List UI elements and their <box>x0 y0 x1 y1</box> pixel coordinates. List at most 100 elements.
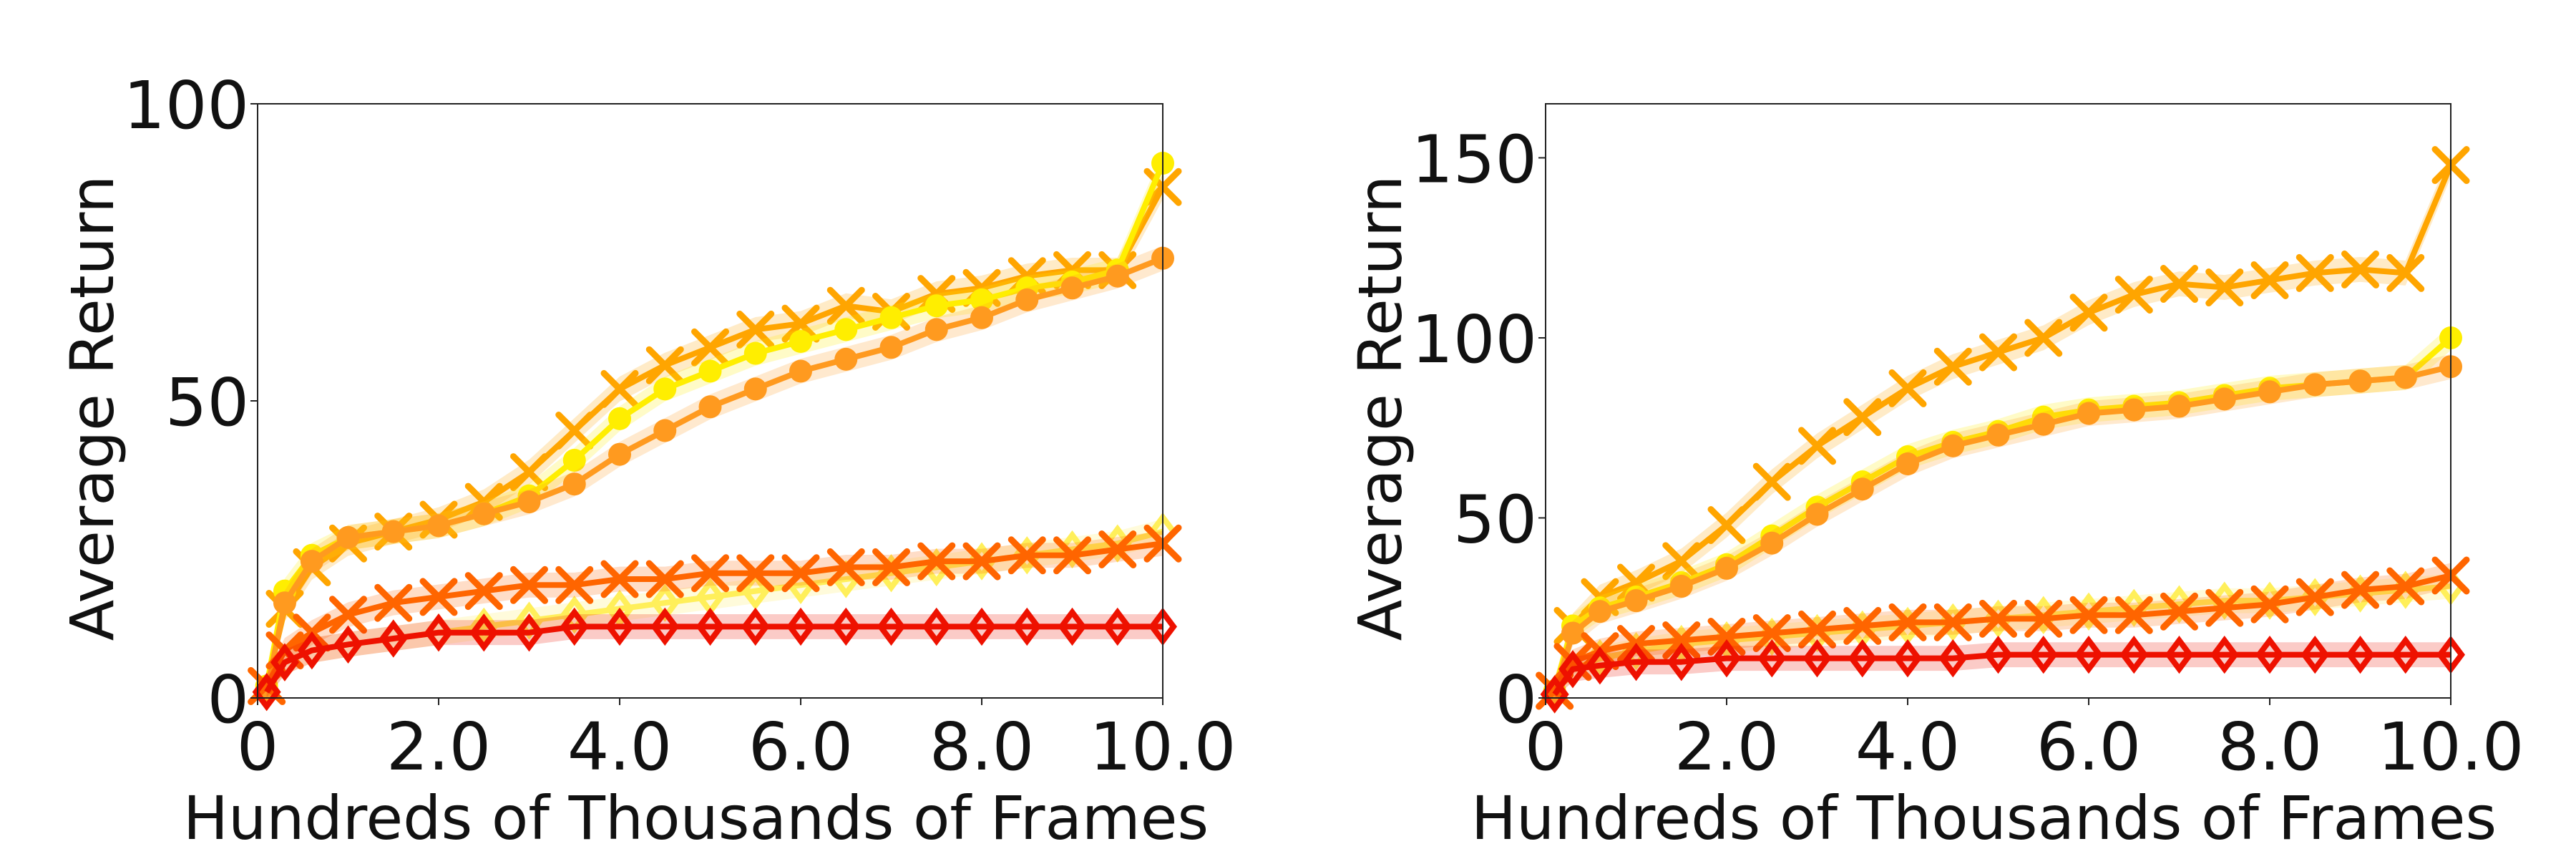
data-point <box>2122 398 2146 422</box>
data-point <box>464 572 503 611</box>
plot-frame <box>1545 103 2451 699</box>
data-point <box>608 407 631 430</box>
x-tick-label: 2.0 <box>1674 709 1779 785</box>
data-point <box>1008 536 1046 575</box>
x-tick-label: 0 <box>1525 709 1567 785</box>
data-point <box>1715 556 1738 580</box>
series-line <box>264 540 1163 688</box>
data-point <box>789 359 812 383</box>
ticks-layer: 0 2.0 4.0 6.0 8.0 10.0 0 50 100 150 <box>1411 121 2524 785</box>
data-point <box>510 453 548 492</box>
data-point <box>1893 639 1922 678</box>
data-point <box>252 673 281 712</box>
data-point <box>1979 333 2017 372</box>
series-5 <box>1540 635 2465 714</box>
data-point <box>781 304 820 343</box>
data-point <box>1848 639 1877 678</box>
data-point <box>1888 603 1927 641</box>
data-point <box>2346 635 2375 674</box>
data-point <box>650 607 680 646</box>
data-point <box>962 542 1001 581</box>
data-point <box>605 589 634 629</box>
data-point <box>273 591 296 615</box>
data-point <box>1015 288 1039 311</box>
data-point <box>1798 610 1836 649</box>
data-point <box>786 607 815 646</box>
data-point <box>1984 635 2013 674</box>
x-tick-label: 8.0 <box>930 709 1034 785</box>
x-tick-label: 8.0 <box>2218 709 2322 785</box>
data-point <box>297 631 326 670</box>
data-point <box>1888 369 1927 407</box>
data-point <box>1667 643 1696 681</box>
data-point <box>2303 373 2327 397</box>
series-line <box>1551 364 2451 696</box>
data-point <box>741 571 770 611</box>
data-point <box>1896 452 1919 476</box>
data-point <box>2394 366 2417 389</box>
data-point <box>653 419 677 442</box>
data-point <box>600 560 639 598</box>
y-axis-label: Average Return <box>1345 175 1415 641</box>
data-point <box>1752 462 1791 501</box>
data-point <box>1588 600 1611 623</box>
data-point <box>472 502 496 525</box>
data-point <box>2074 635 2103 674</box>
x-tick-label: 4.0 <box>1855 709 1960 785</box>
y-tick-label: 100 <box>1411 301 1537 378</box>
data-point <box>2024 599 2063 638</box>
data-point <box>1805 503 1829 526</box>
data-point <box>789 330 812 353</box>
data-point <box>381 520 405 543</box>
y-tick-label: 50 <box>1453 481 1537 558</box>
data-point <box>2205 268 2244 307</box>
series-line <box>1552 651 2451 697</box>
data-point <box>374 583 413 622</box>
series-layer <box>1536 146 2470 714</box>
data-point <box>562 449 586 472</box>
data-point <box>1941 434 1965 457</box>
series-line <box>263 185 1166 687</box>
data-point <box>741 607 770 646</box>
data-point <box>270 643 299 681</box>
data-point <box>1938 639 1968 678</box>
data-point <box>333 625 363 664</box>
data-point <box>691 554 729 593</box>
series-5 <box>252 607 1177 712</box>
y-tick-label: 0 <box>207 661 249 738</box>
data-point <box>970 306 993 329</box>
data-point <box>967 607 996 646</box>
chart-right: 0 2.0 4.0 6.0 8.0 10.0 0 50 100 150 Hundreds of T… <box>1288 0 2576 859</box>
data-point <box>1013 607 1042 646</box>
data-point <box>826 548 865 586</box>
y-axis-label: Average Return <box>57 175 127 641</box>
data-point <box>2258 380 2281 404</box>
x-tick-label: 6.0 <box>748 709 853 785</box>
data-point <box>1707 617 1746 656</box>
series-line <box>1551 163 2454 692</box>
data-point <box>826 286 865 325</box>
ticks-layer: 0 2.0 4.0 6.0 8.0 10.0 0 50 100 <box>123 67 1236 785</box>
data-point <box>1103 607 1132 646</box>
data-point <box>1933 347 1972 386</box>
series-band <box>1554 563 2451 698</box>
data-point <box>469 613 499 652</box>
data-point <box>691 328 729 367</box>
data-point <box>970 288 993 311</box>
data-point <box>2119 635 2149 674</box>
series-line <box>1552 573 2451 693</box>
data-point <box>2160 265 2198 304</box>
data-point <box>1558 650 1587 689</box>
chart-left-svg: 0 2.0 4.0 6.0 8.0 10.0 0 50 100 Hundreds of Thou… <box>57 67 1236 853</box>
x-tick-label: 6.0 <box>2036 709 2141 785</box>
data-point <box>2210 635 2239 674</box>
data-point <box>2341 571 2379 609</box>
data-point <box>2160 592 2198 631</box>
data-point <box>2212 387 2236 411</box>
data-point <box>1757 639 1787 678</box>
data-point <box>2296 578 2334 616</box>
data-point <box>834 347 858 371</box>
data-point <box>555 566 594 604</box>
data-point <box>696 607 725 646</box>
data-point <box>379 619 408 658</box>
